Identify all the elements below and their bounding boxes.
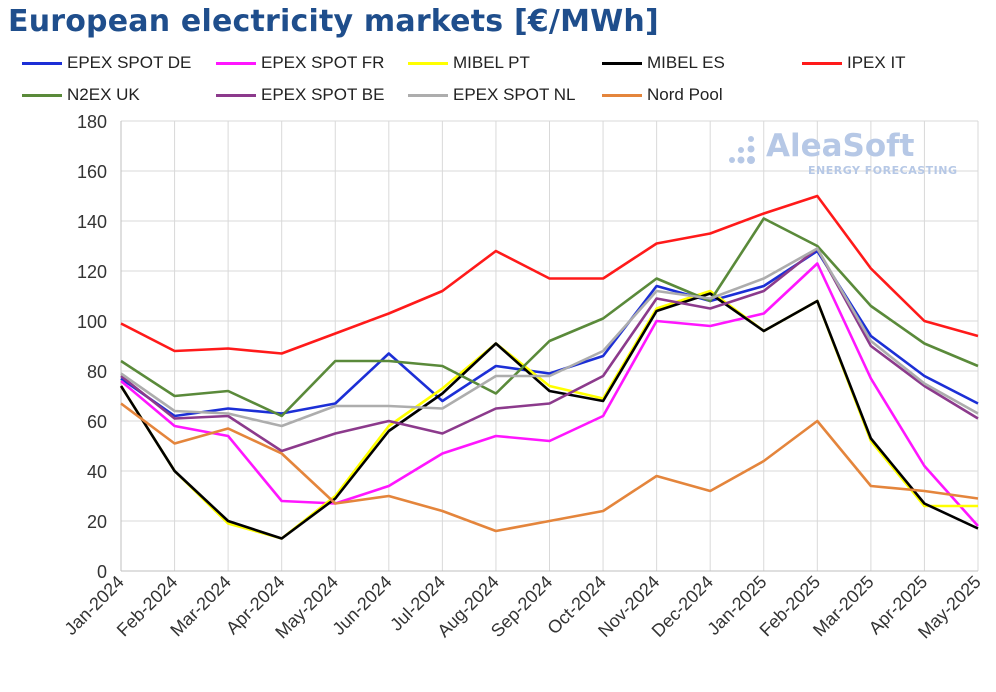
- series-lines: [119, 194, 979, 540]
- chart-title: European electricity markets [€/MWh]: [8, 4, 659, 39]
- y-tick-label: 20: [87, 512, 107, 532]
- y-tick-label: 100: [77, 312, 107, 332]
- legend-item-n2ex-uk: N2EX UK: [22, 84, 140, 106]
- legend-label: IPEX IT: [847, 53, 906, 72]
- legend-item-epex-spot-fr: EPEX SPOT FR: [216, 52, 384, 74]
- logo-dots-icon: [729, 136, 755, 164]
- legend-swatch: [602, 93, 642, 97]
- legend-label: MIBEL ES: [647, 53, 725, 72]
- series-line-epex-spot-fr: [120, 262, 979, 527]
- series-line-mibel-es: [119, 292, 979, 540]
- legend-label: N2EX UK: [67, 85, 140, 104]
- legend: EPEX SPOT DE EPEX SPOT FR MIBEL PT MIBEL ES…: [22, 52, 982, 112]
- legend-item-nord-pool: Nord Pool: [602, 84, 723, 106]
- logo-subtitle: ENERGY FORECASTING: [808, 164, 958, 177]
- series-line-ipex-it: [120, 194, 979, 355]
- legend-swatch: [408, 61, 448, 65]
- legend-label: EPEX SPOT BE: [261, 85, 385, 104]
- legend-swatch: [602, 61, 642, 65]
- y-tick-label: 60: [87, 412, 107, 432]
- series-line-n2ex-uk: [120, 217, 979, 418]
- legend-label: MIBEL PT: [453, 53, 530, 72]
- y-tick-label: 80: [87, 362, 107, 382]
- legend-swatch: [216, 93, 256, 97]
- legend-swatch: [22, 61, 62, 65]
- legend-item-mibel-pt: MIBEL PT: [408, 52, 530, 74]
- series-line-epex-spot-nl: [120, 247, 979, 428]
- legend-swatch: [408, 93, 448, 97]
- legend-swatch: [802, 61, 842, 65]
- legend-item-epex-spot-nl: EPEX SPOT NL: [408, 84, 576, 106]
- y-tick-label: 160: [77, 162, 107, 182]
- legend-label: Nord Pool: [647, 85, 723, 104]
- y-tick-label: 120: [77, 262, 107, 282]
- legend-item-epex-spot-de: EPEX SPOT DE: [22, 52, 191, 74]
- legend-swatch: [216, 61, 256, 65]
- y-tick-label: 140: [77, 212, 107, 232]
- axes: [120, 121, 978, 572]
- y-tick-label: 180: [77, 112, 107, 132]
- legend-item-epex-spot-be: EPEX SPOT BE: [216, 84, 384, 106]
- watermark-logo: AleaSoft ENERGY FORECASTING: [728, 128, 968, 180]
- legend-swatch: [22, 93, 62, 97]
- logo-name: AleaSoft: [766, 128, 915, 164]
- legend-item-mibel-es: MIBEL ES: [602, 52, 725, 74]
- legend-label: EPEX SPOT FR: [261, 53, 385, 72]
- y-tick-label: 0: [97, 562, 107, 582]
- x-tick-label: Jun-2024: [328, 572, 395, 639]
- legend-label: EPEX SPOT NL: [453, 85, 576, 104]
- gridlines: [121, 120, 979, 571]
- legend-item-ipex-it: IPEX IT: [802, 52, 906, 74]
- series-line-nord-pool: [120, 402, 979, 533]
- y-tick-label: 40: [87, 462, 107, 482]
- legend-label: EPEX SPOT DE: [67, 53, 192, 72]
